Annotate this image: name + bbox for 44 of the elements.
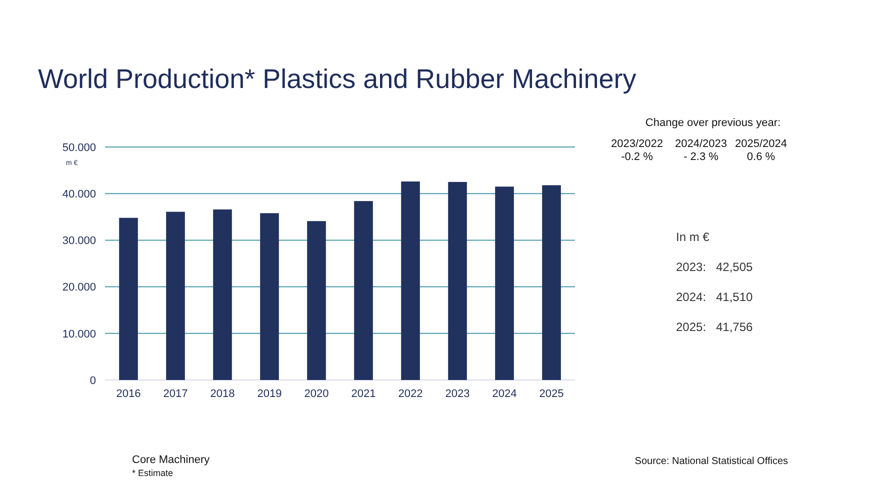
text: 2025/2024	[735, 138, 787, 150]
y-tick-label: 30.000	[62, 235, 96, 248]
bar	[448, 182, 467, 380]
y-tick-label: 0	[90, 374, 96, 387]
text: - 2.3 %	[684, 151, 719, 163]
chart-title: World Production* Plastics and Rubber Machinery	[38, 64, 637, 94]
bar	[213, 209, 232, 380]
text: In m €	[676, 230, 710, 244]
bar	[354, 201, 373, 380]
text: 42,505	[716, 260, 754, 274]
text: 2025:	[676, 320, 706, 334]
bar	[307, 221, 326, 380]
text: * Estimate	[132, 468, 174, 478]
bar	[166, 212, 185, 380]
y-tick-label: 50.000	[62, 142, 96, 154]
bar	[119, 218, 138, 380]
x-tick-label: 2022	[398, 388, 423, 400]
text: -0.2 %	[621, 151, 654, 163]
text: Core Machinery	[132, 454, 210, 466]
text: 0.6 %	[746, 151, 776, 163]
y-tick-label: 40.000	[62, 188, 96, 200]
text: 2024/2023	[675, 138, 727, 150]
bar	[542, 185, 561, 380]
bar	[260, 213, 279, 380]
text: 2024:	[676, 290, 706, 304]
x-tick-label: 2021	[351, 388, 376, 400]
source-note: Source: National Statistical Offices	[634, 456, 788, 467]
x-tick-label: 2019	[257, 388, 282, 400]
x-tick-label: 2020	[304, 388, 329, 400]
text: 41,756	[716, 320, 754, 334]
x-tick-label: 2017	[163, 388, 188, 400]
y-tick-label: 10.000	[62, 328, 96, 340]
x-tick-label: 2024	[492, 388, 517, 400]
x-tick-label: 2025	[539, 388, 564, 400]
text: 2023/2022	[611, 138, 663, 150]
text: Change over previous year:	[645, 117, 781, 129]
x-tick-label: 2018	[210, 388, 235, 400]
bar	[401, 181, 420, 380]
x-tick-label: 2016	[116, 388, 141, 400]
text: 41,510	[716, 290, 754, 304]
x-tick-label: 2023	[445, 388, 470, 400]
bar	[495, 186, 514, 380]
text: 2023:	[676, 260, 706, 274]
y-tick-label: 20.000	[62, 282, 96, 294]
